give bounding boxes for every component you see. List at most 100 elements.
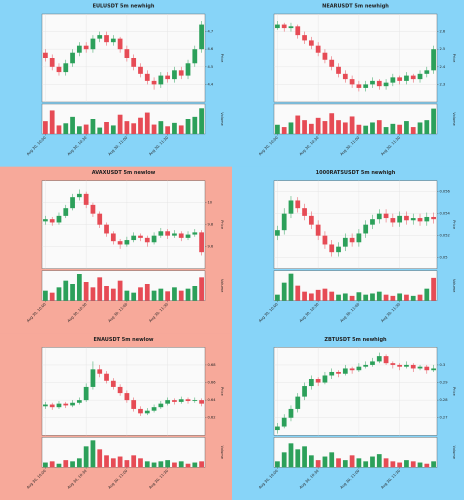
- y-tick-label: 9.6: [208, 245, 214, 249]
- volume-bar: [90, 440, 96, 468]
- volume-bar: [199, 108, 204, 134]
- y-tick-label: 0.056: [440, 190, 451, 194]
- y-axis-label: Price: [452, 387, 456, 397]
- candle-body: [410, 364, 416, 369]
- candle-body: [370, 80, 375, 85]
- y-tick-label: 0.3: [440, 363, 446, 367]
- candle-body: [151, 407, 157, 411]
- candle-body: [117, 241, 123, 245]
- plot-area: [41, 13, 206, 103]
- volume-bar: [104, 286, 109, 301]
- candle-body: [288, 26, 294, 29]
- y-tick-label: 0.64: [208, 398, 217, 402]
- candle-body: [165, 231, 171, 236]
- candle-body: [363, 224, 369, 234]
- volume-bar: [410, 461, 416, 468]
- volume-bar: [281, 127, 287, 134]
- volume-bar: [90, 287, 96, 301]
- volume-bar: [288, 122, 294, 134]
- candle-body: [275, 230, 280, 236]
- candle-body: [124, 240, 130, 245]
- volume-bar: [302, 120, 307, 134]
- volume-bar: [76, 458, 82, 468]
- candle-body: [356, 233, 362, 243]
- volume-bar: [329, 113, 335, 134]
- candle-body: [417, 366, 423, 369]
- volume-bar: [397, 124, 403, 134]
- volume-bar: [417, 462, 423, 468]
- candle-body: [63, 403, 69, 406]
- volume-bar: [363, 125, 369, 134]
- volume-bar: [185, 463, 191, 468]
- candle-body: [397, 215, 403, 223]
- candle-body: [76, 400, 82, 403]
- volume-bar: [336, 458, 341, 468]
- candle-body: [349, 79, 355, 85]
- y-tick-label: 4.6: [208, 47, 214, 51]
- volume-bar: [43, 462, 48, 468]
- y-tick-label: 0.66: [208, 381, 217, 385]
- candle-body: [56, 403, 62, 408]
- candle-body: [70, 197, 75, 209]
- candle-body: [110, 38, 116, 43]
- candle-body: [185, 399, 191, 402]
- volume-bar: [165, 126, 171, 134]
- volume-bar: [192, 462, 198, 468]
- candle-body: [356, 366, 362, 371]
- candle-body: [363, 364, 369, 367]
- y-tick-label: 0.68: [208, 363, 217, 367]
- volume-bar: [424, 120, 430, 134]
- candle-body: [342, 73, 348, 80]
- volume-bar: [308, 123, 314, 134]
- candle-body: [383, 213, 389, 219]
- candle-body: [117, 386, 123, 394]
- candle-body: [104, 35, 109, 43]
- candle-body: [322, 375, 328, 383]
- volume-bar: [417, 122, 423, 134]
- volume-bar: [104, 122, 109, 134]
- volume-bar: [342, 460, 348, 468]
- volume-bar: [43, 290, 48, 301]
- candle-body: [397, 77, 403, 81]
- volume-bar: [83, 124, 89, 134]
- y-tick-label: 0.052: [440, 234, 450, 238]
- y-tick-label: 2.5: [440, 47, 446, 51]
- volume-bar: [376, 120, 382, 134]
- candle-body: [417, 218, 423, 222]
- candle-body: [192, 400, 198, 402]
- candle-body: [329, 244, 335, 253]
- y-tick-label: 4.7: [208, 30, 214, 34]
- volume-bar: [275, 461, 280, 468]
- volume-axis-label: Volume: [452, 112, 456, 126]
- candle-body: [110, 233, 116, 242]
- volume-bar: [281, 282, 287, 301]
- volume-axis-label: Volume: [220, 446, 224, 460]
- volume-bar: [431, 461, 436, 468]
- volume-bar: [178, 125, 184, 134]
- candle-body: [370, 361, 375, 365]
- volume-bar: [76, 126, 82, 134]
- volume-bar: [97, 127, 103, 134]
- volume-bar: [390, 123, 396, 134]
- chart-title: EULUSDT 5m newhigh: [93, 4, 155, 10]
- volume-bar: [404, 121, 409, 134]
- volume-bar: [315, 289, 321, 301]
- candle-body: [49, 404, 55, 408]
- volume-area: [273, 270, 438, 301]
- volume-bar: [76, 274, 82, 301]
- candle-body: [158, 75, 164, 85]
- candle-body: [138, 408, 143, 414]
- plot-area: [273, 180, 438, 269]
- volume-bar: [370, 456, 375, 468]
- candle-body: [49, 58, 55, 67]
- candle-body: [383, 82, 389, 87]
- volume-bar: [192, 116, 198, 134]
- candle-body: [383, 356, 389, 364]
- candle-body: [404, 215, 409, 221]
- volume-bar: [315, 117, 321, 134]
- volume-bar: [49, 292, 55, 301]
- candle-body: [49, 219, 55, 223]
- candle-body: [97, 35, 103, 39]
- candle-body: [192, 49, 198, 64]
